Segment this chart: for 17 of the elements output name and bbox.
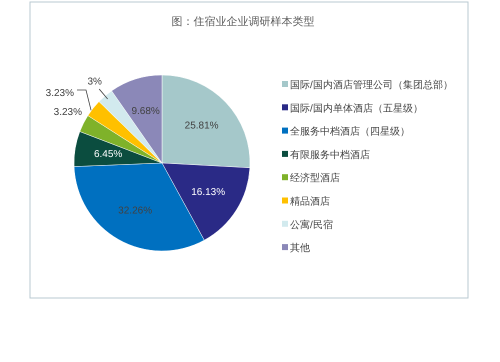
data-label: 32.26% — [118, 205, 152, 216]
data-label: 6.45% — [94, 149, 122, 160]
data-label: 3.23% — [46, 88, 74, 99]
legend-label: 国际/国内单体酒店（五星级） — [290, 102, 423, 114]
data-label: 3.23% — [54, 107, 82, 118]
legend-label: 全服务中档酒店（四星级） — [290, 126, 410, 138]
data-label: 3% — [87, 76, 102, 88]
chart-title: 图：住宿业企业调研样本类型 — [172, 15, 314, 28]
legend-label: 经济型酒店 — [290, 172, 340, 184]
data-label: 25.81% — [184, 120, 219, 132]
data-label: 9.68% — [131, 106, 160, 117]
legend-label: 公寓/民宿 — [290, 218, 333, 231]
legend-label: 国际/国内酒店管理公司（集团总部） — [290, 79, 453, 91]
legend-label: 精品酒店 — [290, 196, 330, 208]
legend-label: 有限服务中档酒店 — [290, 148, 370, 161]
legend-label: 其他 — [290, 242, 310, 254]
data-label: 16.13% — [191, 187, 226, 198]
